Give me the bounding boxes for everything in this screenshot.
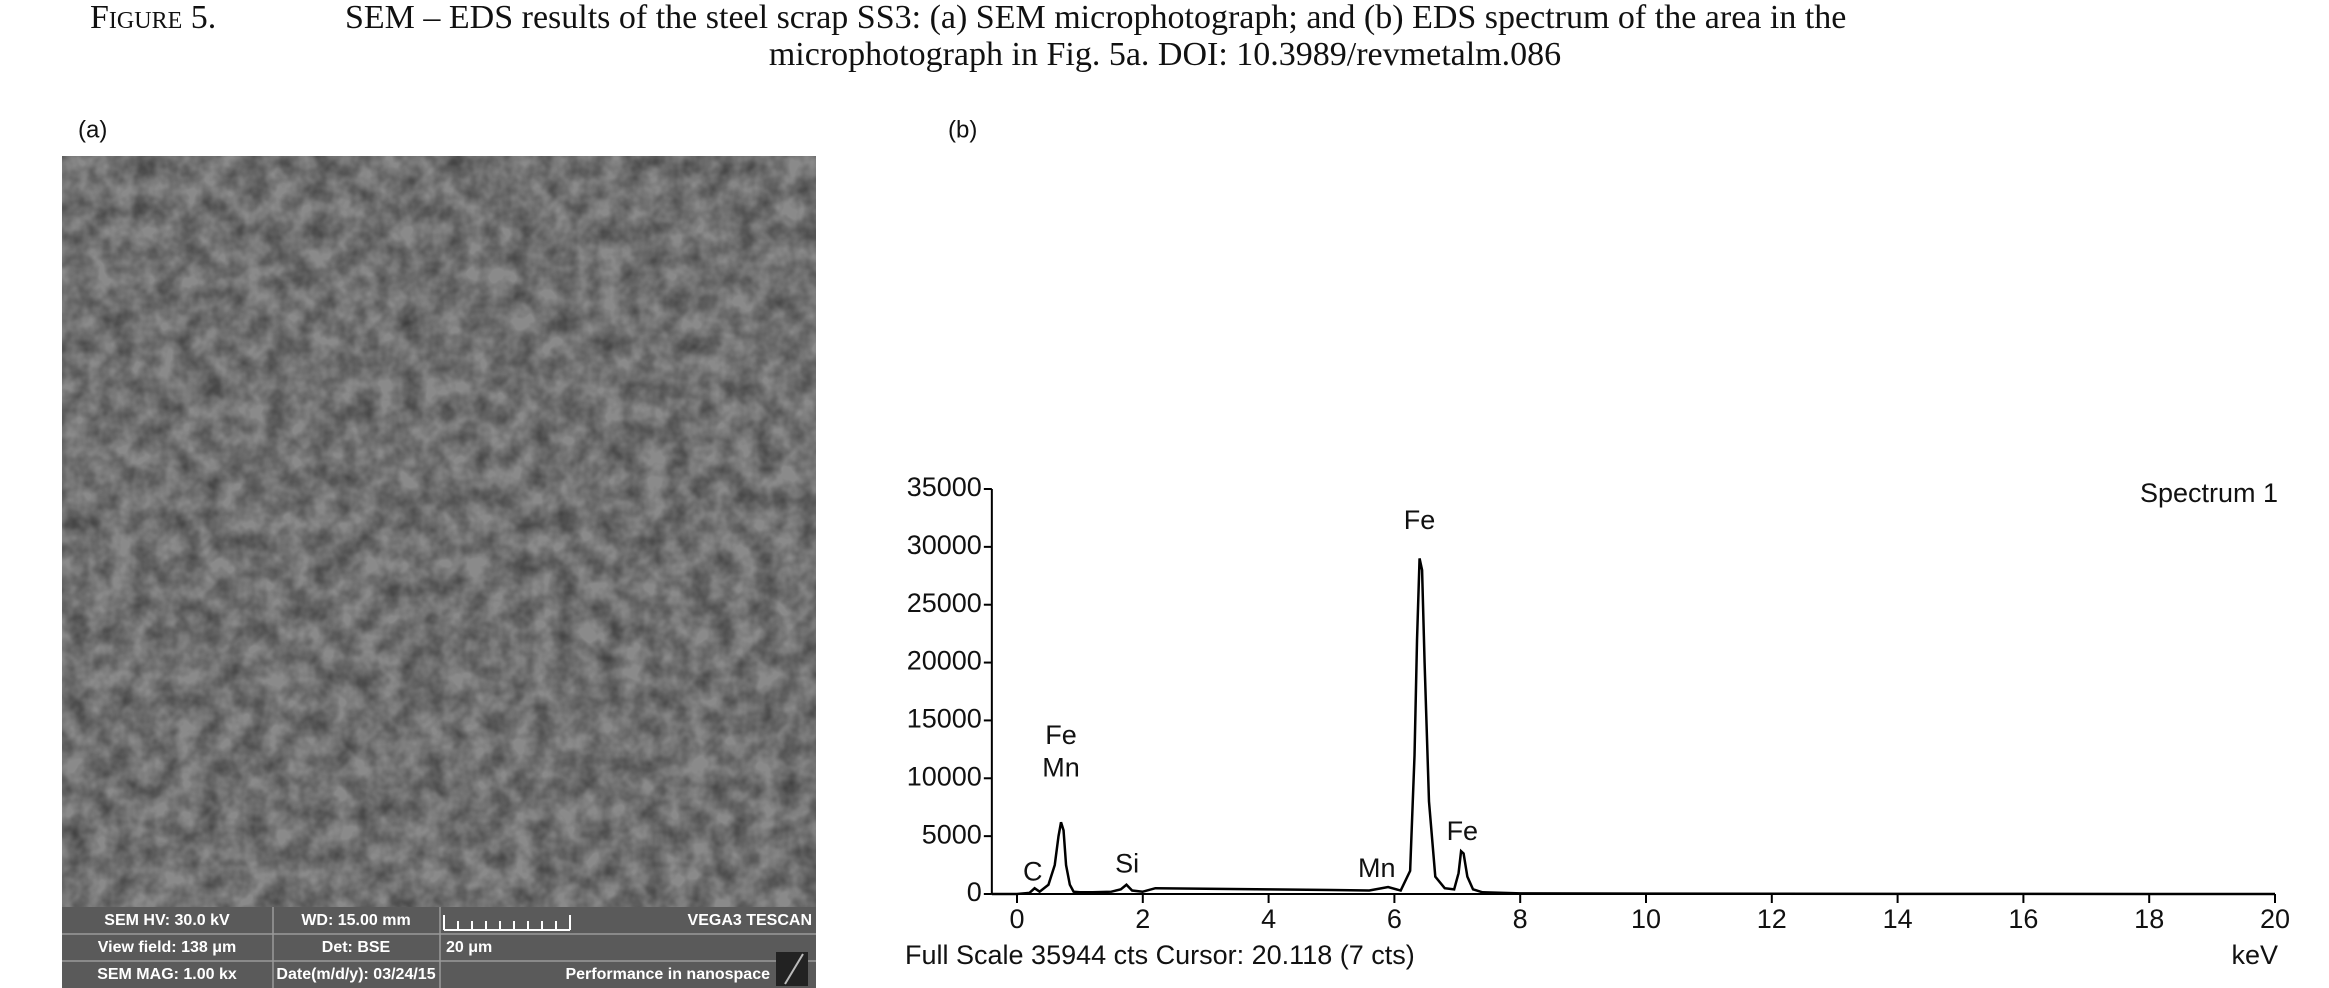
- scale-bar: [443, 915, 571, 931]
- peak-label: C: [1023, 856, 1043, 886]
- x-tick-label: 14: [1883, 904, 1913, 934]
- info-text: SEM MAG: 1.00 kx: [97, 966, 237, 983]
- info-text: 20 μm: [446, 939, 492, 956]
- x-tick-label: 12: [1757, 904, 1787, 934]
- x-tick-label: 20: [2260, 904, 2290, 934]
- peak-label: Mn: [1358, 853, 1396, 883]
- x-tick-label: 18: [2134, 904, 2164, 934]
- x-tick-label: 8: [1513, 904, 1528, 934]
- y-tick-label: 10000: [907, 761, 982, 791]
- y-tick-label: 25000: [907, 588, 982, 618]
- info-text: Date(m/d/y): 03/24/15: [276, 966, 435, 983]
- info-text: View field: 138 μm: [98, 939, 236, 956]
- info-bar-bg: [62, 907, 816, 988]
- logo: [776, 952, 808, 986]
- peak-label: Fe: [1447, 816, 1479, 846]
- x-tick-label: 0: [1009, 904, 1024, 934]
- y-tick-label: 35000: [907, 472, 982, 502]
- peak-label: Fe: [1045, 720, 1077, 750]
- x-tick-label: 6: [1387, 904, 1402, 934]
- peak-label: Mn: [1042, 753, 1080, 783]
- y-tick-label: 5000: [922, 819, 982, 849]
- panel-label: (b): [948, 116, 977, 143]
- x-tick-label: 4: [1261, 904, 1276, 934]
- caption-line: microphotograph in Fig. 5a. DOI: 10.3989…: [769, 36, 1561, 73]
- info-text: Performance in nanospace: [565, 966, 770, 983]
- caption-line: SEM – EDS results of the steel scrap SS3…: [345, 0, 1846, 36]
- y-tick-label: 15000: [907, 704, 982, 734]
- caption-label: Figure 5.: [90, 0, 216, 36]
- panel-label: (a): [78, 116, 107, 143]
- peak-label: Si: [1115, 849, 1139, 879]
- series-name: Spectrum 1: [2140, 478, 2278, 508]
- x-tick-label: 10: [1631, 904, 1661, 934]
- spectrum-line: [991, 558, 2275, 896]
- x-tick-label: 16: [2008, 904, 2038, 934]
- info-text: Det: BSE: [322, 939, 391, 956]
- logo-mark: [784, 953, 804, 985]
- y-tick-label: 30000: [907, 530, 982, 560]
- y-tick-label: 20000: [907, 646, 982, 676]
- peak-label: Fe: [1404, 505, 1436, 535]
- y-tick-label: 0: [967, 877, 982, 907]
- info-text: WD: 15.00 mm: [301, 912, 410, 929]
- x-axis-label: keV: [2231, 940, 2278, 970]
- info-text: SEM HV: 30.0 kV: [104, 912, 230, 929]
- chart-footer: Full Scale 35944 cts Cursor: 20.118 (7 c…: [905, 940, 1415, 970]
- info-text: VEGA3 TESCAN: [688, 912, 812, 929]
- sem-texture: [62, 156, 816, 988]
- info-bar: SEM HV: 30.0 kV WD: 15.00 mm VEGA3 TESCAN V…: [62, 907, 816, 988]
- x-tick-label: 2: [1135, 904, 1150, 934]
